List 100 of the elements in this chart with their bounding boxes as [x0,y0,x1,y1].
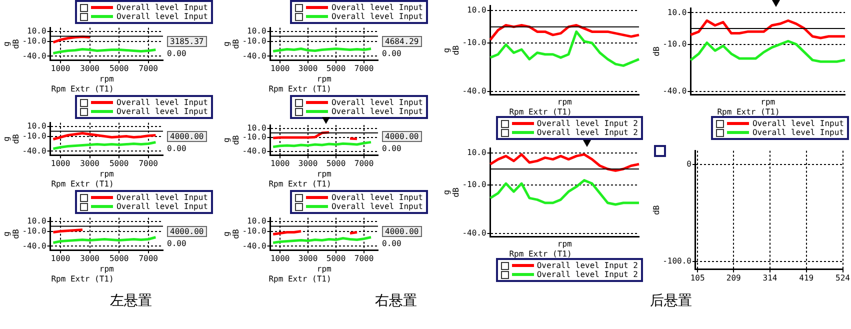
y-tick-label: -40.0 [22,146,46,156]
y-tick-label: -10.0 [242,226,266,236]
text: Rpm Extr (T1) [509,107,572,116]
x-axis-title: rpm [99,74,114,84]
text: 0.00 [167,49,186,58]
x-axis-title: rpm [99,264,114,274]
y-axis-title: g dB [2,134,20,144]
x-tick-label: 524 [836,273,850,282]
x-tick-label: 419 [799,273,814,282]
y-tick-label: -10.0 [22,226,46,236]
x-tick-label: 7000 [354,254,374,264]
x-tick-label: 1000 [270,254,290,264]
legend-label: Overall level Input [116,12,208,21]
text: 后悬置 [650,292,692,310]
y-axis-title: g dB [2,229,20,239]
y-tick-label: 10.0 [27,216,46,226]
y-tick-label: -40.0 [662,86,687,96]
legend-label: Overall level Input [331,3,423,12]
x-tick-label: 5000 [326,254,346,264]
x-tick-label: 105 [690,273,705,282]
legend-label: Overall level Input [331,193,423,202]
y-tick-label: -10.0 [22,131,46,140]
text: Rpm Extr (T1) [717,107,780,116]
x-tick-label: 7000 [138,254,158,264]
text: 0.00 [167,144,186,154]
y-tick-label: -40.0 [462,228,486,238]
x-tick-label: 7000 [138,159,158,168]
x-axis-title: rpm [99,170,114,179]
x-tick-label: 3000 [80,159,100,168]
legend-label: Overall level Input [331,12,423,21]
text: 4000.00 [167,131,207,142]
legend-label: Overall level Input [116,107,208,116]
text: 右悬置 [375,292,417,310]
text: 0.00 [382,239,402,248]
text: Rpm Extr (T1) [509,249,572,258]
x-tick-label: 1000 [50,64,70,74]
y-tick-label: -40.0 [242,146,266,156]
text: 3185.37 [167,36,207,48]
y-tick-label: 10.0 [27,26,46,36]
legend-label: Overall level Input [752,119,844,128]
y-tick-label: 10.0 [467,6,486,15]
x-axis-title: rpm [316,264,332,274]
y-tick-label: -10.0 [22,36,46,46]
y-tick-label: -40.0 [462,86,486,96]
y-tick-label: -10.0 [462,38,486,48]
x-tick-label: 1000 [50,159,70,168]
text: 左悬置 [110,292,152,310]
x-tick-label: 7000 [354,64,374,74]
text: Rpm Extr (T1) [268,274,332,284]
x-tick-label: 1000 [50,254,70,264]
text: 0.00 [382,49,402,58]
y-tick-label: 0 [686,159,692,168]
x-tick-label: 7000 [138,64,158,74]
y-tick-label: -40.0 [22,241,46,250]
x-axis-title: rpm [316,170,332,179]
y-axis-title: g dB [222,135,240,145]
y-tick-label: 10.0 [247,26,266,36]
text: 4000.00 [382,131,422,142]
y-tick-label: 10.0 [27,121,46,130]
x-axis-title: rpm [557,98,572,107]
y-tick-label: -40.0 [242,51,266,60]
y-axis-title: g dB [2,39,20,49]
x-tick-label: 209 [726,273,742,282]
legend-label: Overall level Input [331,107,423,116]
text: 0.00 [382,144,402,154]
x-tick-label: 3000 [298,159,318,168]
y-axis-title: g dB [442,187,460,198]
x-tick-label: 5000 [109,254,129,264]
y-tick-label: -10.0 [242,36,266,46]
y-axis-title: dB [652,205,661,215]
text: 4684.29 [382,36,422,48]
text: Rpm Extr (T1) [51,274,114,284]
legend-label: Overall level Input 2 [536,270,638,279]
x-tick-label: 3000 [80,64,100,74]
legend-label: Overall level Input [116,202,208,211]
x-tick-label: 3000 [298,254,318,264]
y-tick-label: 10.0 [667,8,687,17]
legend-label: Overall level Input 2 [536,119,638,128]
x-tick-label: 5000 [326,64,346,74]
text: 0.00 [167,239,186,248]
text: Rpm Extr (T1) [51,179,114,188]
x-tick-label: 3000 [80,254,100,264]
text: 4000.00 [382,226,422,238]
x-tick-label: 3000 [298,64,318,74]
legend-label: Overall level Input 2 [536,261,638,270]
x-axis-title: rpm [557,240,572,249]
y-tick-label: -10.0 [242,132,266,142]
y-tick-label: -40.0 [242,241,266,250]
text: 4000.00 [167,226,207,238]
y-tick-label: -10.0 [662,39,687,48]
legend-label: Overall level Input [116,3,208,12]
x-tick-label: 1000 [270,64,290,74]
x-tick-label: 7000 [354,159,374,168]
y-tick-label: 10.0 [247,216,266,226]
x-tick-label: 5000 [326,159,346,168]
y-axis-title: g dB [222,229,240,239]
legend-label: Overall level Input [331,98,423,107]
legend-label: Overall level Input [116,193,208,202]
x-tick-label: 5000 [109,159,129,168]
legend-label: Overall level Input [752,128,844,137]
